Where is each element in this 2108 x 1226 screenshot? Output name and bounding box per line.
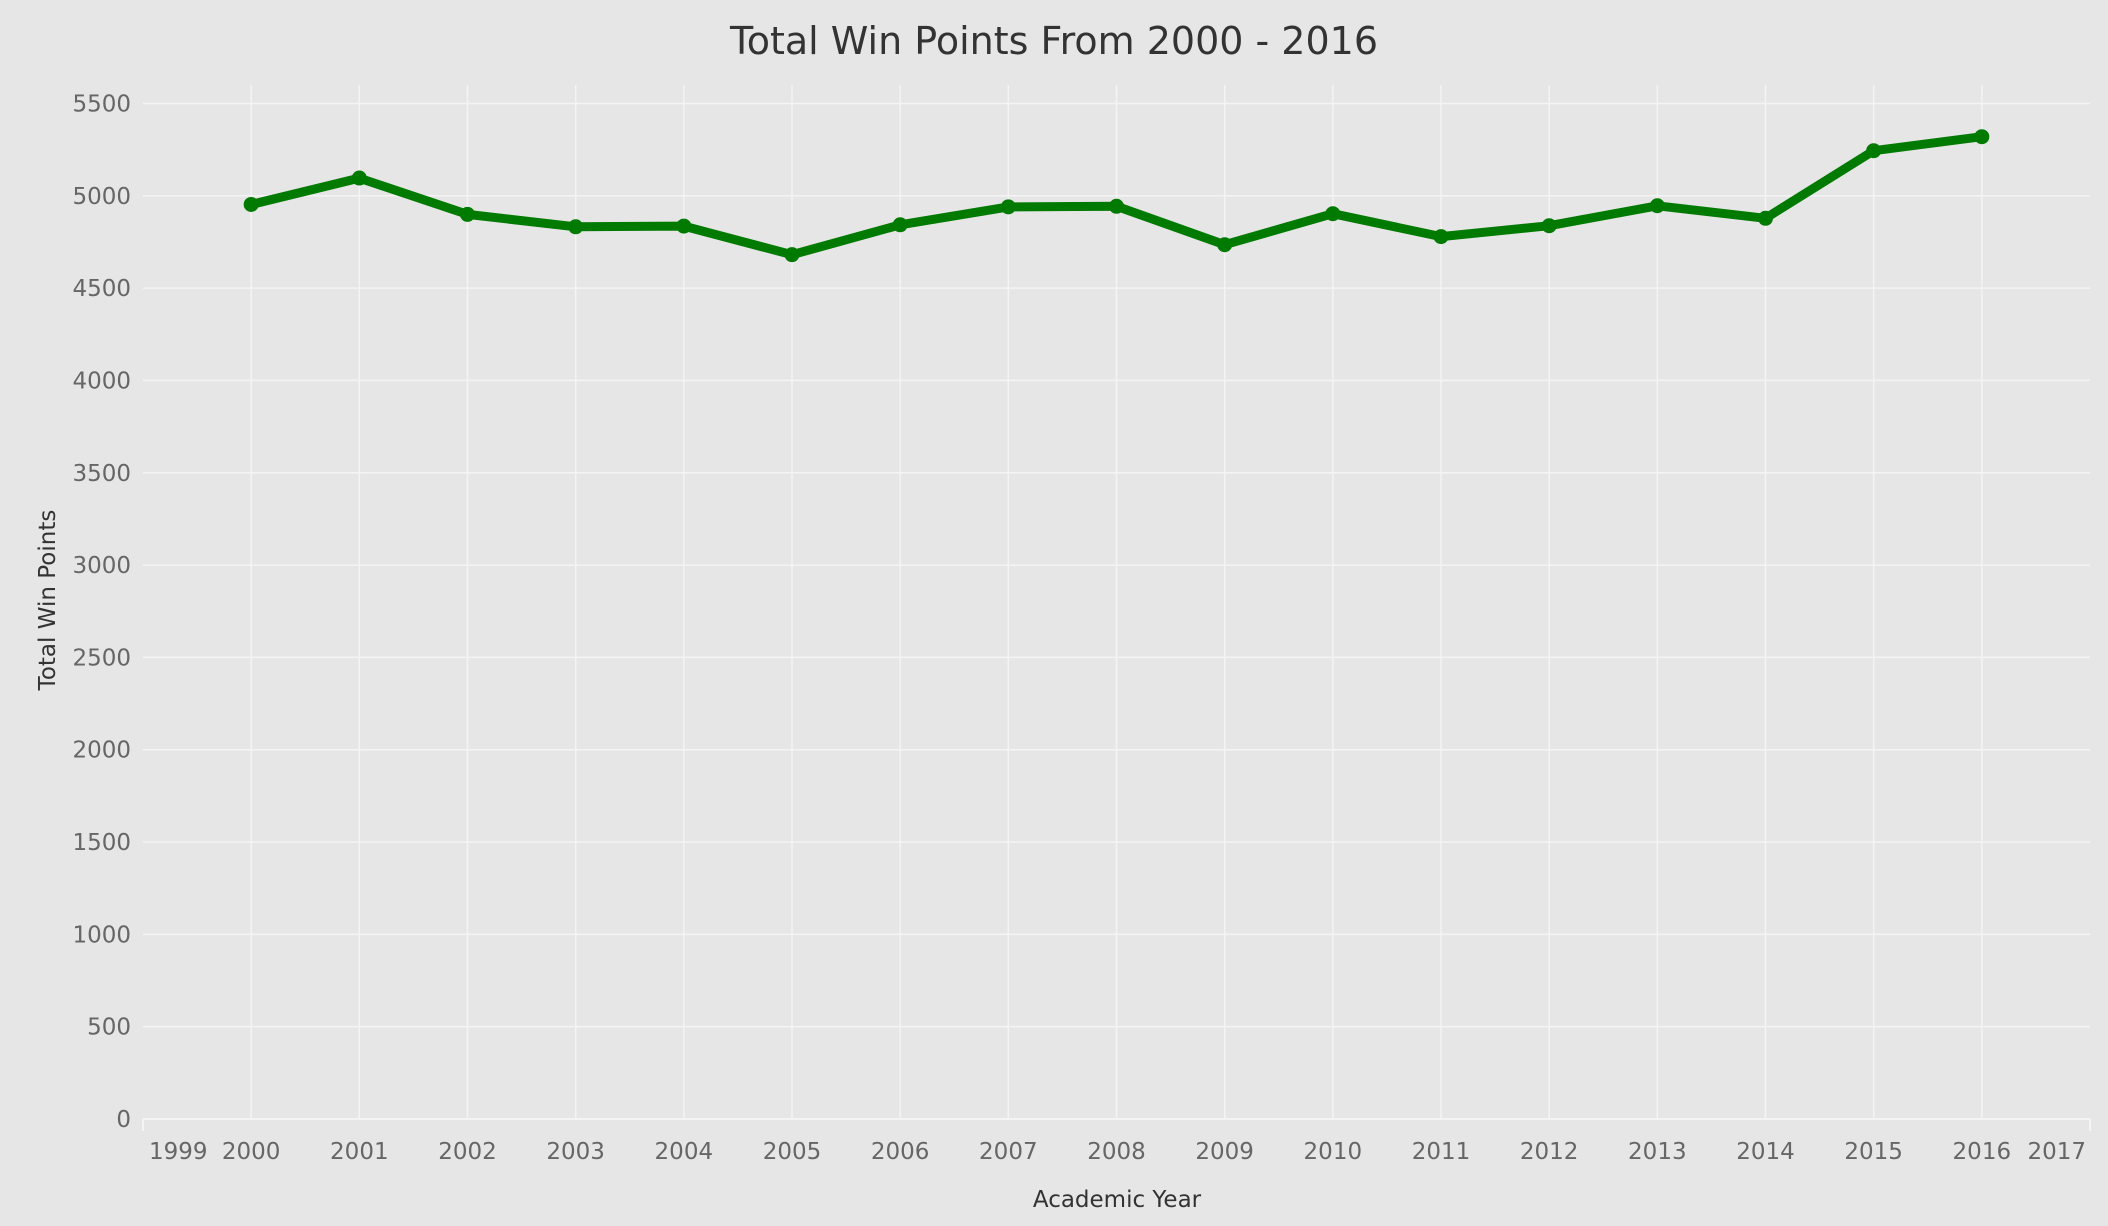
- x-tick-label: 2009: [1195, 1139, 1254, 1165]
- data-point: [1433, 229, 1449, 245]
- x-tick-label: 2016: [1953, 1139, 2012, 1165]
- data-point: [1974, 129, 1990, 145]
- data-point: [1000, 199, 1016, 215]
- y-axis-title: Total Win Points: [35, 510, 61, 692]
- y-tick-label: 4500: [72, 276, 131, 302]
- x-tick-label: 2011: [1412, 1139, 1471, 1165]
- y-tick-label: 2000: [72, 738, 131, 764]
- data-point: [1866, 143, 1882, 159]
- x-tick-label: 2000: [222, 1139, 281, 1165]
- data-point: [460, 206, 475, 222]
- x-tick-label: 2012: [1520, 1139, 1579, 1165]
- x-tick-label: 2006: [871, 1139, 930, 1165]
- x-tick-label: 2017: [2027, 1139, 2086, 1165]
- x-tick-label: 2013: [1628, 1139, 1687, 1165]
- gridlines: [143, 85, 2090, 1119]
- data-point: [1217, 237, 1233, 253]
- x-tick-label: 2008: [1087, 1139, 1146, 1165]
- x-tick-label: 2007: [979, 1139, 1038, 1165]
- x-tick-label: 2005: [763, 1139, 822, 1165]
- data-point: [1649, 198, 1665, 214]
- x-tick-label: 2003: [546, 1139, 605, 1165]
- data-point: [243, 196, 259, 212]
- y-tick-label: 3000: [72, 553, 131, 579]
- data-point: [568, 219, 584, 235]
- series-layer: [243, 129, 1990, 263]
- y-tick-label: 0: [116, 1107, 131, 1133]
- x-axis-title: Academic Year: [1033, 1187, 1202, 1213]
- chart-title: Total Win Points From 2000 - 2016: [729, 19, 1378, 63]
- data-point: [1325, 206, 1341, 222]
- x-tick-label: 2010: [1304, 1139, 1363, 1165]
- x-tick-label: 2004: [655, 1139, 714, 1165]
- x-tick-label: 2002: [438, 1139, 497, 1165]
- tick-labels: 0 500 1000 1500 2000 2500 3000 3500 4000 4500 5000…: [72, 91, 2086, 1165]
- y-tick-label: 5500: [72, 91, 131, 117]
- x-tick-label: 2001: [330, 1139, 389, 1165]
- data-point: [784, 247, 800, 263]
- data-point: [351, 170, 367, 186]
- axes: [142, 1118, 2091, 1131]
- y-tick-label: 1500: [72, 830, 131, 856]
- data-point: [1541, 218, 1557, 234]
- y-tick-label: 2500: [72, 645, 131, 671]
- x-tick-label: 2014: [1736, 1139, 1795, 1165]
- x-tick-label: 1999: [149, 1139, 208, 1165]
- y-tick-label: 5000: [72, 184, 131, 210]
- y-tick-label: 3500: [72, 461, 131, 487]
- y-tick-label: 4000: [72, 368, 131, 394]
- data-point: [1758, 210, 1773, 226]
- y-tick-label: 1000: [72, 922, 131, 948]
- x-tick-label: 2015: [1844, 1139, 1903, 1165]
- y-tick-label: 500: [87, 1015, 131, 1041]
- data-point: [1109, 198, 1124, 214]
- data-point: [676, 218, 692, 234]
- data-point: [892, 217, 908, 233]
